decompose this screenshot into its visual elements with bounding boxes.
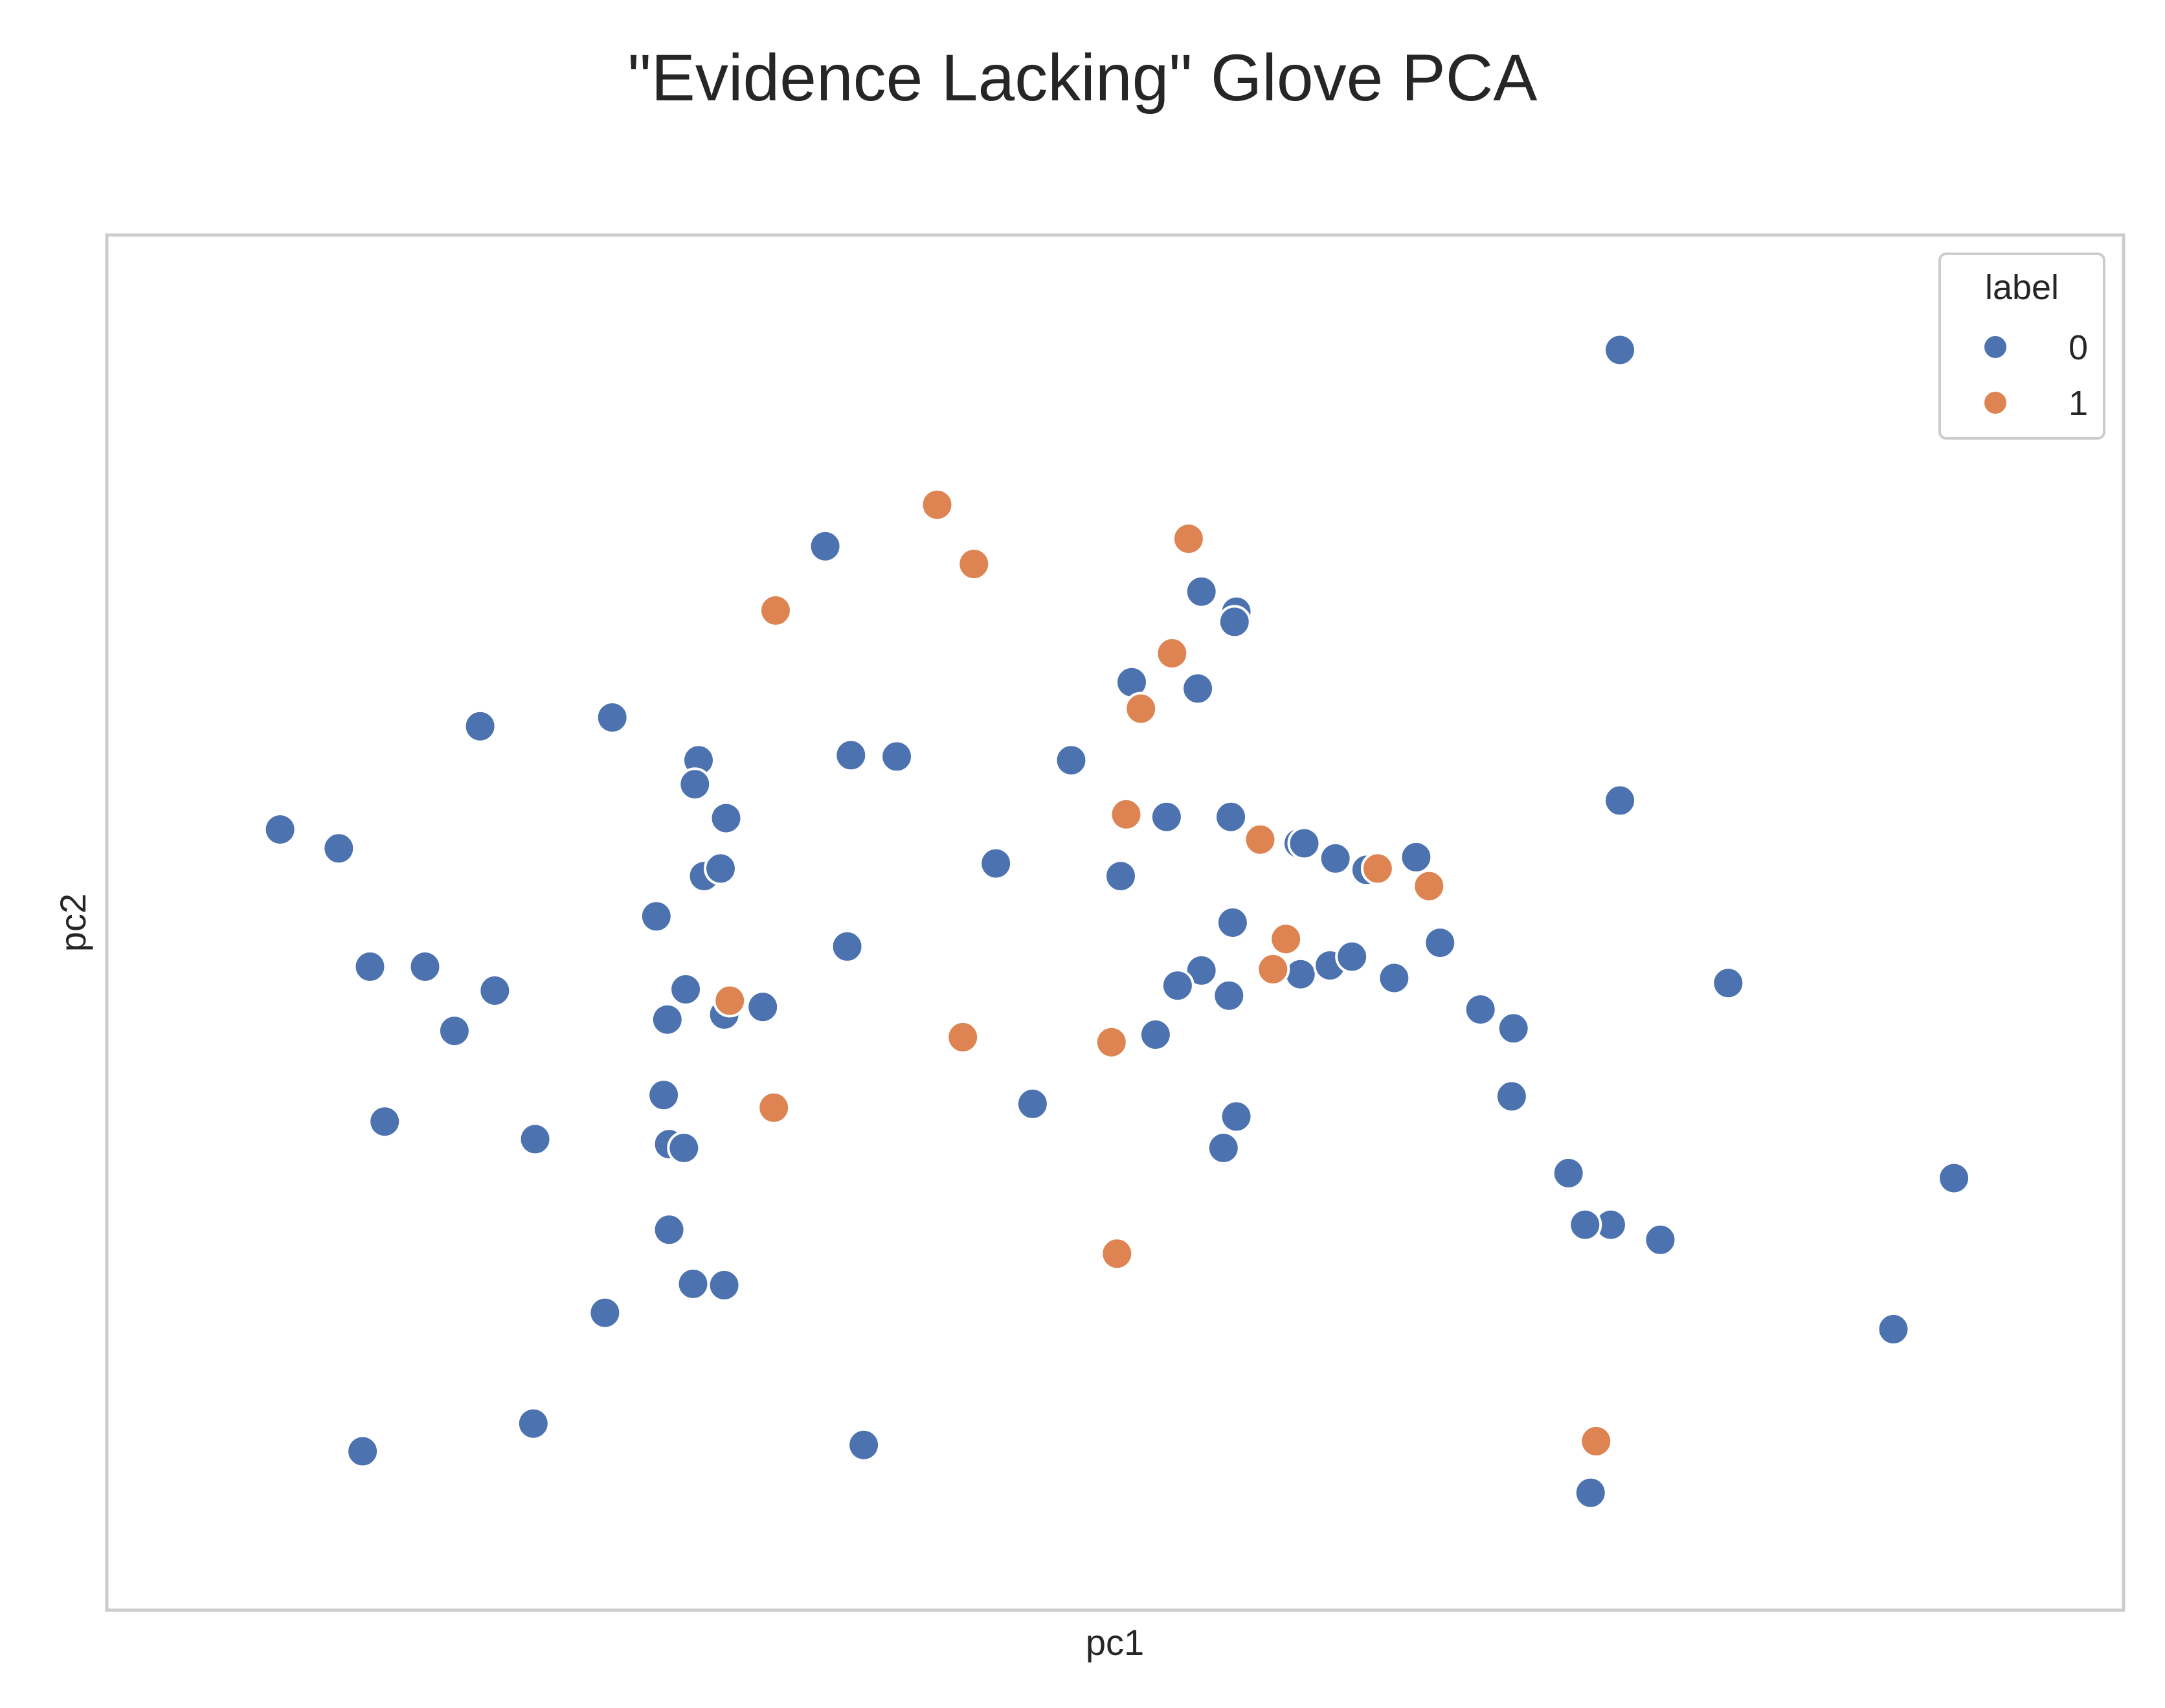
data-point-label-0-9 [834,738,868,772]
data-point-label-0-14 [1054,743,1088,778]
data-point-label-1-6 [1109,797,1143,831]
data-point-label-0-58 [518,1122,552,1156]
data-point-label-0-17 [322,831,356,866]
legend-label-0: 0 [2069,328,2088,367]
data-point-label-0-30 [1215,906,1250,939]
data-point-label-0-50 [1496,1011,1531,1046]
data-point-label-0-48 [1138,1018,1172,1051]
data-point-label-0-56 [1494,1079,1529,1114]
data-point-label-0-21 [1287,826,1321,860]
data-point-label-0-45 [437,1014,471,1048]
data-point-label-1-5 [1124,691,1158,726]
legend-marker-0 [1982,333,2009,361]
data-point-label-0-47 [1212,978,1246,1013]
legend: label 0 1 [1938,253,2105,440]
x-axis-label: pc1 [1086,1622,1144,1663]
data-point-label-1-9 [1412,869,1446,903]
data-point-label-0-66 [652,1213,686,1247]
data-point-label-0-13 [709,801,743,835]
data-point-label-1-8 [1360,851,1395,886]
data-point-label-0-63 [1643,1222,1677,1257]
data-point-label-0-68 [707,1268,741,1302]
data-point-label-0-46 [1160,969,1195,1003]
data-point-label-0-31 [830,929,864,963]
data-point-label-0-4 [1217,605,1251,639]
legend-title: label [1985,268,2059,307]
data-point-label-0-54 [1219,1099,1253,1134]
data-point-label-0-57 [368,1105,402,1139]
chart-title: "Evidence Lacking" Glove PCA [628,41,1538,115]
data-point-label-1-4 [1155,636,1189,670]
data-point-label-0-44 [746,990,780,1024]
data-point-label-0-73 [847,1428,881,1462]
data-point-label-0-41 [669,972,703,1006]
data-point-label-0-72 [346,1434,380,1468]
data-point-label-0-35 [1335,939,1369,974]
data-point-label-0-37 [1423,926,1457,960]
data-point-label-0-38 [353,950,387,983]
data-point-label-0-27 [979,846,1013,881]
data-point-label-0-10 [880,739,914,774]
data-point-label-0-32 [1184,953,1218,987]
data-point-label-0-67 [676,1266,710,1301]
data-point-label-0-15 [1603,783,1637,818]
data-point-label-0-16 [263,813,297,847]
data-point-label-0-71 [516,1406,550,1441]
points-layer [263,333,1971,1510]
legend-marker-1 [1982,389,2009,416]
data-point-label-0-2 [1184,574,1218,609]
data-point-label-0-61 [1551,1156,1586,1190]
data-point-label-0-55 [1206,1131,1240,1165]
data-point-label-0-39 [408,950,442,983]
data-point-label-0-24 [1399,840,1433,874]
legend-box [1938,253,2105,440]
data-point-label-0-69 [588,1296,622,1330]
data-point-label-0-28 [1104,859,1138,893]
data-point-label-0-40 [478,974,512,1007]
data-point-label-1-3 [759,593,792,627]
data-point-label-0-52 [647,1078,681,1112]
data-point-label-0-19 [1214,800,1248,834]
data-point-label-0-26 [704,851,737,886]
data-point-label-0-1 [808,529,842,563]
data-point-label-0-74 [1573,1476,1608,1510]
data-point-label-0-65 [1568,1208,1602,1242]
data-point-label-1-11 [1256,952,1290,986]
data-point-label-1-7 [1243,822,1277,857]
data-point-label-0-7 [463,709,497,743]
data-point-label-0-49 [1463,993,1498,1027]
data-point-label-0-8 [595,701,629,735]
data-point-label-0-64 [1937,1161,1971,1195]
data-point-label-0-70 [1876,1312,1911,1346]
data-point-label-1-17 [1579,1424,1613,1458]
data-point-label-0-36 [1377,961,1411,995]
data-point-label-1-2 [957,547,991,581]
data-point-label-0-12 [678,767,712,802]
data-point-label-1-16 [1100,1237,1134,1271]
data-point-label-1-15 [757,1090,791,1125]
data-point-label-0-5 [1181,671,1215,706]
data-point-label-0-0 [1603,333,1637,367]
data-point-label-0-60 [667,1131,701,1165]
data-point-label-0-51 [1711,966,1745,1000]
data-point-label-1-13 [946,1020,980,1054]
data-point-label-0-29 [639,899,673,934]
data-point-label-1-10 [1269,922,1303,956]
data-point-label-1-12 [713,983,747,1018]
data-point-label-1-14 [1094,1025,1128,1059]
legend-label-1: 1 [2069,384,2088,423]
data-point-label-1-0 [920,488,954,522]
data-point-label-0-33 [1283,957,1318,991]
y-axis-label: pc2 [52,893,93,952]
data-point-label-0-18 [1149,800,1183,834]
data-point-label-0-53 [1015,1086,1049,1121]
plot-area-frame [105,233,2126,1612]
data-point-label-1-1 [1171,522,1206,556]
data-point-label-0-42 [650,1002,684,1037]
data-point-label-0-22 [1318,841,1352,875]
